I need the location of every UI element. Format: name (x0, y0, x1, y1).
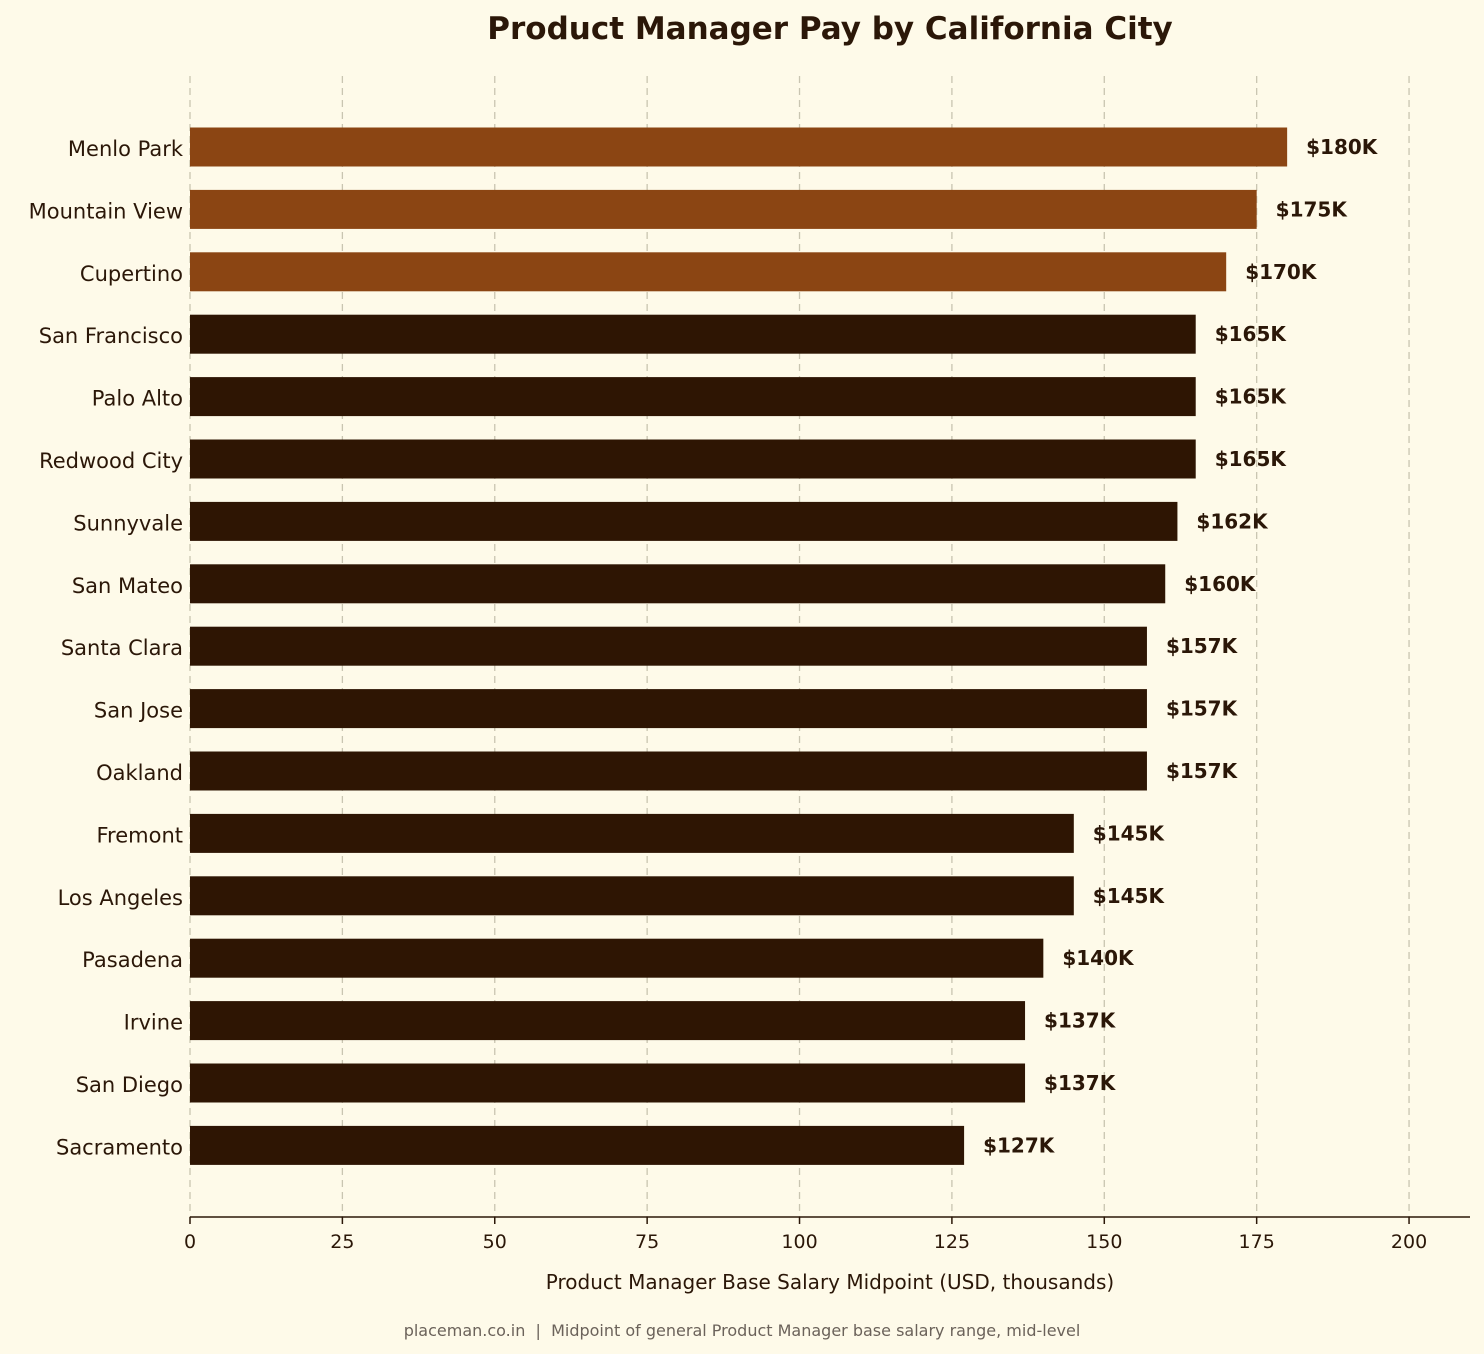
bar (190, 501, 1178, 541)
data-label: $170K (1245, 260, 1318, 284)
category-label: San Francisco (39, 324, 183, 348)
data-label: $157K (1166, 634, 1239, 658)
category-label: Cupertino (80, 262, 183, 286)
data-label: $137K (1044, 1009, 1117, 1033)
bar (190, 377, 1196, 417)
category-label: Sunnyvale (73, 511, 183, 535)
data-label: $165K (1215, 385, 1288, 409)
category-label: Redwood City (39, 449, 183, 473)
x-tick-label: 125 (934, 1231, 970, 1253)
category-label: Pasadena (82, 948, 183, 972)
category-label: Los Angeles (58, 886, 183, 910)
data-label: $145K (1093, 884, 1166, 908)
x-tick-label: 100 (781, 1231, 817, 1253)
data-label: $157K (1166, 759, 1239, 783)
bar (190, 1063, 1026, 1103)
data-label: $165K (1215, 447, 1288, 471)
data-label: $127K (983, 1133, 1056, 1157)
category-label: Menlo Park (68, 137, 184, 161)
bar (190, 813, 1074, 853)
category-label: Sacramento (56, 1135, 183, 1159)
bar (190, 751, 1147, 791)
bar (190, 1001, 1026, 1041)
footnote: placeman.co.in | Midpoint of general Pro… (404, 1321, 1081, 1340)
x-axis-ticks: 0 25 50 75 100 125 150 175 200 (184, 1217, 1427, 1253)
bars (190, 127, 1288, 1165)
category-label: San Diego (76, 1073, 183, 1097)
data-label: $140K (1062, 946, 1135, 970)
data-label: $162K (1196, 509, 1269, 533)
bar (190, 189, 1257, 229)
data-label: $145K (1093, 821, 1166, 845)
bar (190, 1125, 965, 1165)
category-label: Palo Alto (92, 387, 183, 411)
bar (190, 564, 1166, 604)
bar (190, 252, 1227, 292)
category-label: Mountain View (29, 199, 183, 223)
x-tick-label: 25 (330, 1231, 354, 1253)
bar (190, 938, 1044, 978)
x-axis-label: Product Manager Base Salary Midpoint (US… (546, 1270, 1114, 1294)
category-label: Irvine (124, 1011, 183, 1035)
x-tick-label: 0 (184, 1231, 196, 1253)
data-label: $180K (1306, 135, 1379, 159)
data-label: $160K (1184, 572, 1257, 596)
category-label: San Mateo (72, 574, 183, 598)
bar (190, 127, 1288, 167)
x-tick-label: 200 (1391, 1231, 1427, 1253)
x-tick-label: 75 (635, 1231, 659, 1253)
value-labels: $180K $175K $170K $165K $165K $165K $162K $160K… (983, 135, 1379, 1157)
x-tick-label: 50 (483, 1231, 507, 1253)
bar (190, 314, 1196, 354)
bar (190, 876, 1074, 916)
category-label: Santa Clara (61, 636, 183, 660)
category-label: San Jose (94, 699, 183, 723)
x-tick-label: 175 (1239, 1231, 1275, 1253)
bar (190, 689, 1147, 729)
data-label: $157K (1166, 697, 1239, 721)
data-label: $175K (1276, 197, 1349, 221)
bar (190, 626, 1147, 666)
category-labels: Menlo Park Mountain View Cupertino San Fran… (29, 137, 184, 1159)
data-label: $165K (1215, 322, 1288, 346)
bar (190, 439, 1196, 479)
category-label: Fremont (97, 823, 184, 847)
data-label: $137K (1044, 1071, 1117, 1095)
x-tick-label: 150 (1086, 1231, 1122, 1253)
chart-title: Product Manager Pay by California City (487, 11, 1172, 47)
category-label: Oakland (96, 761, 183, 785)
